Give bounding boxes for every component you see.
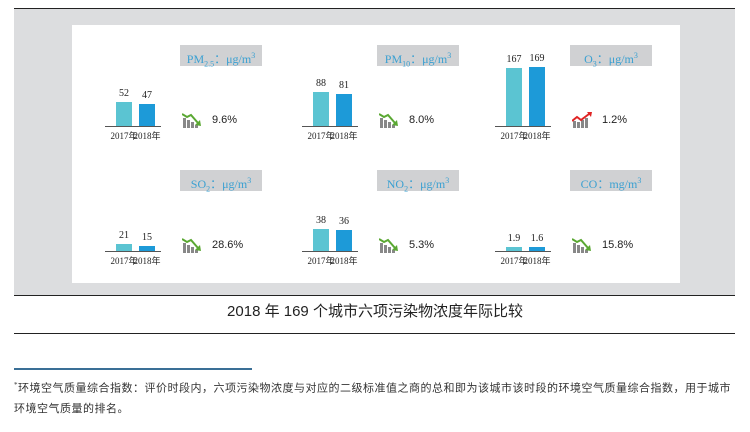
pollutant-subscript: 2: [206, 184, 211, 194]
pollutant-label: CO：mg/m3: [570, 170, 652, 191]
baseline: [495, 126, 551, 127]
trend-down-icon: [379, 113, 398, 128]
pollutant-chart: NO2：μg/m3 38 2017年 36 2018年 5.3%: [269, 170, 459, 290]
year-label: 2018年: [330, 256, 358, 266]
bar-value-label: 47: [142, 89, 152, 101]
pollutant-name: O: [584, 52, 593, 66]
trend-down-icon: [379, 238, 398, 253]
baseline: [302, 126, 358, 127]
footnote-mark: *: [14, 381, 18, 389]
bar-2017: [313, 91, 329, 126]
year-label: 2017年: [110, 131, 138, 141]
bar-2017: [506, 67, 522, 126]
footnote: *环境空气质量综合指数：评价时段内，六项污染物浓度与对应的二级标准值之商的总和即…: [14, 375, 739, 419]
caption-rule: [14, 333, 735, 334]
pollutant-name: SO: [190, 177, 207, 191]
pollutant-label: NO2：μg/m3: [377, 170, 459, 194]
bar-value-label: 1.9: [507, 232, 521, 244]
pollutant-name: CO: [580, 177, 598, 191]
footnote-text: 环境空气质量综合指数：评价时段内，六项污染物浓度与对应的二级标准值之商的总和即为…: [14, 382, 731, 415]
bar-2018: [336, 93, 352, 126]
trend-down-icon: [182, 113, 201, 128]
trend-down-icon: [572, 238, 591, 253]
pollutant-chart: O3：μg/m3 167 2017年 169 2018年 1.2%: [462, 45, 652, 165]
pollutant-subscript: 2.5: [204, 59, 215, 69]
bar-2018: [529, 247, 545, 251]
pollutant-name: PM: [186, 52, 205, 66]
bar-2017: [116, 102, 132, 126]
pollutant-label: SO2：μg/m3: [180, 170, 262, 194]
pollutant-label: O3：μg/m3: [570, 45, 652, 69]
pollutant-label: PM10：μg/m3: [377, 45, 459, 69]
unit-exponent: 3: [445, 176, 450, 185]
unit: ：mg/m: [597, 177, 638, 191]
year-label: 2018年: [523, 131, 551, 141]
bar-value-label: 15: [142, 231, 152, 243]
year-label: 2017年: [500, 256, 528, 266]
baseline: [302, 251, 358, 252]
baseline: [495, 251, 551, 252]
trend-down-icon: [182, 238, 201, 253]
unit-exponent: 3: [633, 51, 638, 60]
footnote-separator: [14, 368, 252, 370]
bar-value-label: 81: [339, 79, 349, 91]
pollutant-subscript: 2: [404, 184, 409, 194]
pollutant-chart: SO2：μg/m3 21 2017年 15 2018年 28.6%: [72, 170, 262, 290]
bar-2017: [313, 228, 329, 251]
bar-2017: [116, 243, 132, 251]
pollutant-subscript: 10: [402, 59, 411, 69]
bar-value-label: 52: [119, 88, 129, 100]
change-percent: 28.6%: [212, 239, 244, 251]
unit: ：μg/m: [408, 177, 446, 191]
unit-exponent: 3: [447, 51, 452, 60]
bar-value-label: 169: [529, 53, 545, 65]
bar-2018: [529, 67, 545, 126]
year-label: 2017年: [307, 256, 335, 266]
baseline: [105, 251, 161, 252]
bar-2018: [139, 245, 155, 251]
year-label: 2017年: [500, 131, 528, 141]
figure-bottom-rule: [14, 295, 735, 296]
year-label: 2018年: [133, 131, 161, 141]
year-label: 2018年: [523, 256, 551, 266]
pollutant-label: PM2.5：μg/m3: [180, 45, 262, 69]
figure-title: 2018 年 169 个城市六项污染物浓度年际比较: [227, 303, 523, 320]
bar-2018: [336, 230, 352, 251]
change-percent: 5.3%: [409, 239, 435, 251]
bar-value-label: 38: [316, 214, 326, 226]
change-percent: 9.6%: [212, 114, 238, 126]
trend-up-icon: [572, 112, 592, 128]
pollutant-name: PM: [384, 52, 403, 66]
unit: ：μg/m: [596, 52, 634, 66]
pollutant-chart: PM10：μg/m3 88 2017年 81 2018年 8.0%: [269, 45, 459, 165]
change-percent: 1.2%: [602, 114, 628, 126]
bar-2017: [506, 246, 522, 251]
chart-panel: [72, 25, 680, 283]
unit-exponent: 3: [247, 176, 252, 185]
bar-value-label: 88: [316, 77, 326, 89]
year-label: 2017年: [110, 256, 138, 266]
bar-2018: [139, 103, 155, 126]
change-percent: 8.0%: [409, 114, 435, 126]
pollutant-name: NO: [386, 177, 405, 191]
bar-value-label: 36: [339, 216, 349, 228]
top-rule: [14, 8, 735, 9]
bar-value-label: 21: [119, 229, 129, 241]
baseline: [105, 126, 161, 127]
unit: ：μg/m: [214, 52, 252, 66]
pollutant-chart: CO：mg/m3 1.9 2017年 1.6 2018年 15.8%: [462, 170, 652, 290]
year-label: 2018年: [330, 131, 358, 141]
unit: ：μg/m: [410, 52, 448, 66]
change-percent: 15.8%: [602, 239, 634, 251]
pollutant-subscript: 3: [592, 59, 597, 69]
year-label: 2018年: [133, 256, 161, 266]
bar-value-label: 167: [506, 53, 522, 65]
bar-value-label: 1.6: [530, 233, 544, 245]
unit-exponent: 3: [251, 51, 256, 60]
pollutant-chart: PM2.5：μg/m3 52 2017年 47 2018年 9.6%: [72, 45, 262, 165]
year-label: 2017年: [307, 131, 335, 141]
unit-exponent: 3: [637, 176, 642, 185]
unit: ：μg/m: [210, 177, 248, 191]
